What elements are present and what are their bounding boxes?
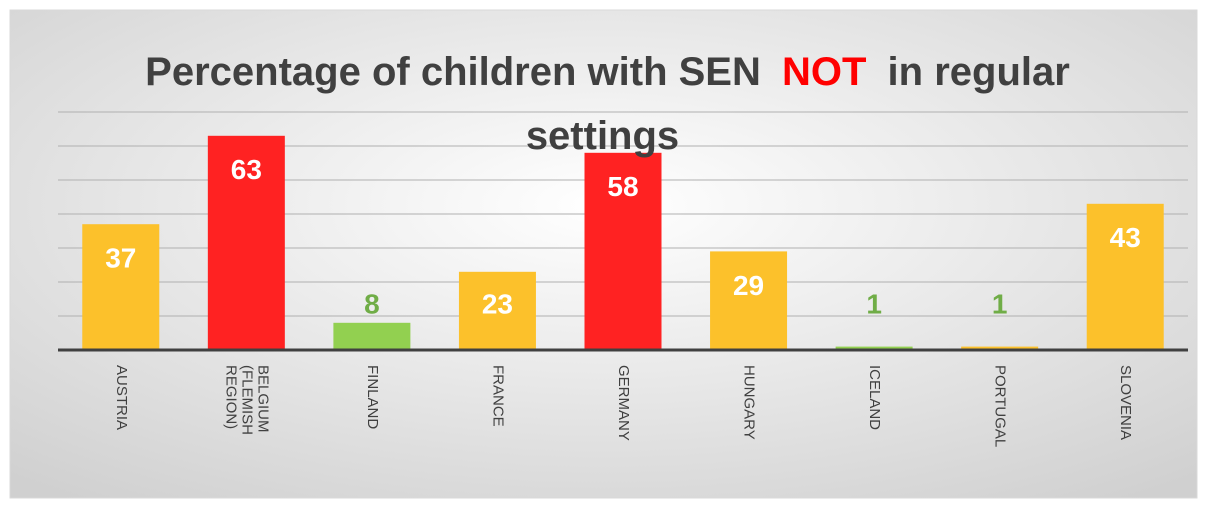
data-label: 58: [607, 171, 638, 202]
x-tick-label: GERMANY: [615, 365, 632, 441]
x-tick-label: SLOVENIA: [1117, 365, 1135, 441]
bar: [710, 251, 788, 350]
data-label: 29: [733, 270, 764, 301]
title-segment: in regular settings: [525, 50, 1070, 158]
data-label: 1: [992, 288, 1008, 319]
x-tick-label: AUSTRIA: [112, 365, 130, 431]
data-label: 8: [364, 288, 380, 319]
bar: [82, 224, 160, 350]
bar: [333, 322, 411, 350]
chart-title: Percentage of children with SEN NOT in r…: [110, 40, 1100, 168]
x-tick-label: FRANCE: [489, 365, 507, 427]
data-label: 1: [866, 288, 882, 319]
data-label: 63: [231, 154, 262, 185]
data-label: 23: [482, 288, 513, 319]
x-tick-label: HUNGARY: [740, 365, 758, 440]
bar: [584, 152, 662, 350]
data-label: 43: [1110, 222, 1141, 253]
x-tick-label: ICELAND: [866, 365, 884, 431]
x-tick-label: FINLAND: [363, 365, 381, 430]
title-segment: Percentage of children with SEN: [145, 50, 761, 94]
data-label: 37: [105, 243, 136, 274]
x-tick-label: PORTUGAL: [991, 365, 1009, 448]
bar: [961, 346, 1039, 350]
bar: [835, 346, 913, 350]
bar: [458, 271, 536, 350]
title-segment: NOT: [781, 50, 867, 94]
bar: [1086, 203, 1164, 350]
x-tick-label: BELGIUM (FLEMISH REGION): [222, 365, 272, 436]
bar: [207, 135, 285, 350]
